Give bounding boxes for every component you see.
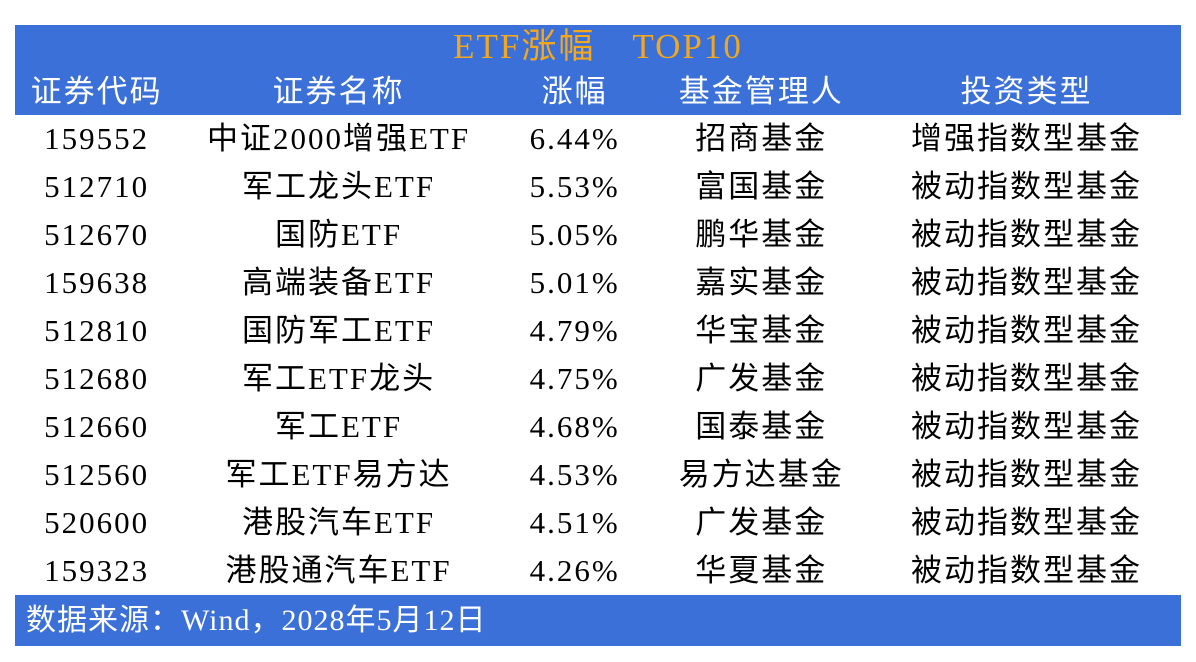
cell-code: 512560 (44, 457, 150, 492)
cell-manager: 广发基金 (695, 361, 828, 396)
cell-change: 6.44% (529, 121, 620, 156)
cell-manager: 嘉实基金 (695, 265, 828, 300)
column-header-row: 证券代码 证券名称 涨幅 基金管理人 投资类型 (15, 69, 1181, 114)
table-row: 520600 港股汽车ETF 4.51% 广发基金 被动指数型基金 (15, 499, 1181, 547)
table-panel: ETF涨幅 TOP10 证券代码 证券名称 涨幅 基金管理人 投资类型 1595… (15, 25, 1181, 646)
column-header-type: 投资类型 (960, 74, 1093, 109)
cell-type: 增强指数型基金 (910, 121, 1142, 156)
page-title: ETF涨幅 TOP10 (453, 27, 743, 66)
cell-name: 军工ETF龙头 (241, 361, 436, 396)
cell-change: 4.53% (529, 457, 620, 492)
table-body: 159552 中证2000增强ETF 6.44% 招商基金 增强指数型基金 51… (15, 115, 1181, 595)
table-row: 159552 中证2000增强ETF 6.44% 招商基金 增强指数型基金 (15, 115, 1181, 163)
cell-name: 国防军工ETF (241, 313, 436, 348)
cell-name: 港股通汽车ETF (225, 553, 452, 588)
cell-type: 被动指数型基金 (910, 361, 1142, 396)
cell-type: 被动指数型基金 (910, 169, 1142, 204)
cell-change: 5.01% (529, 265, 620, 300)
cell-manager: 国泰基金 (695, 409, 828, 444)
table-row: 512670 国防ETF 5.05% 鹏华基金 被动指数型基金 (15, 211, 1181, 259)
column-header-change: 涨幅 (541, 74, 608, 109)
cell-manager: 广发基金 (695, 505, 828, 540)
cell-name: 中证2000增强ETF (206, 121, 471, 156)
cell-change: 4.79% (529, 313, 620, 348)
table-row: 159638 高端装备ETF 5.01% 嘉实基金 被动指数型基金 (15, 259, 1181, 307)
cell-code: 159323 (44, 553, 150, 588)
cell-manager: 华宝基金 (695, 313, 828, 348)
source-footer: 数据来源：Wind，2028年5月12日 (15, 595, 1181, 646)
cell-code: 512670 (44, 217, 150, 252)
cell-manager: 易方达基金 (678, 457, 844, 492)
table-row: 512560 军工ETF易方达 4.53% 易方达基金 被动指数型基金 (15, 451, 1181, 499)
column-header-name: 证券名称 (272, 74, 405, 109)
cell-name: 军工ETF (274, 409, 403, 444)
table-row: 512810 国防军工ETF 4.79% 华宝基金 被动指数型基金 (15, 307, 1181, 355)
cell-code: 512680 (44, 361, 150, 396)
cell-name: 军工龙头ETF (241, 169, 436, 204)
cell-type: 被动指数型基金 (910, 505, 1142, 540)
cell-change: 5.05% (529, 217, 620, 252)
cell-code: 512660 (44, 409, 150, 444)
cell-change: 4.68% (529, 409, 620, 444)
cell-manager: 鹏华基金 (695, 217, 828, 252)
cell-name: 高端装备ETF (241, 265, 436, 300)
source-text: 数据来源：Wind，2028年5月12日 (26, 604, 487, 637)
cell-name: 国防ETF (274, 217, 403, 252)
cell-type: 被动指数型基金 (910, 313, 1142, 348)
table-header: ETF涨幅 TOP10 证券代码 证券名称 涨幅 基金管理人 投资类型 (15, 25, 1181, 115)
cell-type: 被动指数型基金 (910, 265, 1142, 300)
cell-manager: 招商基金 (695, 121, 828, 156)
cell-code: 159552 (44, 121, 150, 156)
column-header-manager: 基金管理人 (678, 74, 844, 109)
cell-name: 军工ETF易方达 (225, 457, 452, 492)
cell-type: 被动指数型基金 (910, 457, 1142, 492)
cell-manager: 华夏基金 (695, 553, 828, 588)
cell-change: 5.53% (529, 169, 620, 204)
cell-type: 被动指数型基金 (910, 409, 1142, 444)
cell-code: 512710 (44, 169, 150, 204)
cell-change: 4.75% (529, 361, 620, 396)
cell-type: 被动指数型基金 (910, 217, 1142, 252)
cell-type: 被动指数型基金 (910, 553, 1142, 588)
cell-manager: 富国基金 (695, 169, 828, 204)
cell-code: 520600 (44, 505, 150, 540)
cell-change: 4.51% (529, 505, 620, 540)
table-row: 512680 军工ETF龙头 4.75% 广发基金 被动指数型基金 (15, 355, 1181, 403)
cell-code: 512810 (44, 313, 150, 348)
cell-change: 4.26% (529, 553, 620, 588)
table-row: 159323 港股通汽车ETF 4.26% 华夏基金 被动指数型基金 (15, 547, 1181, 595)
cell-code: 159638 (44, 265, 150, 300)
cell-name: 港股汽车ETF (241, 505, 436, 540)
column-header-code: 证券代码 (30, 74, 163, 109)
table-row: 512710 军工龙头ETF 5.53% 富国基金 被动指数型基金 (15, 163, 1181, 211)
table-row: 512660 军工ETF 4.68% 国泰基金 被动指数型基金 (15, 403, 1181, 451)
